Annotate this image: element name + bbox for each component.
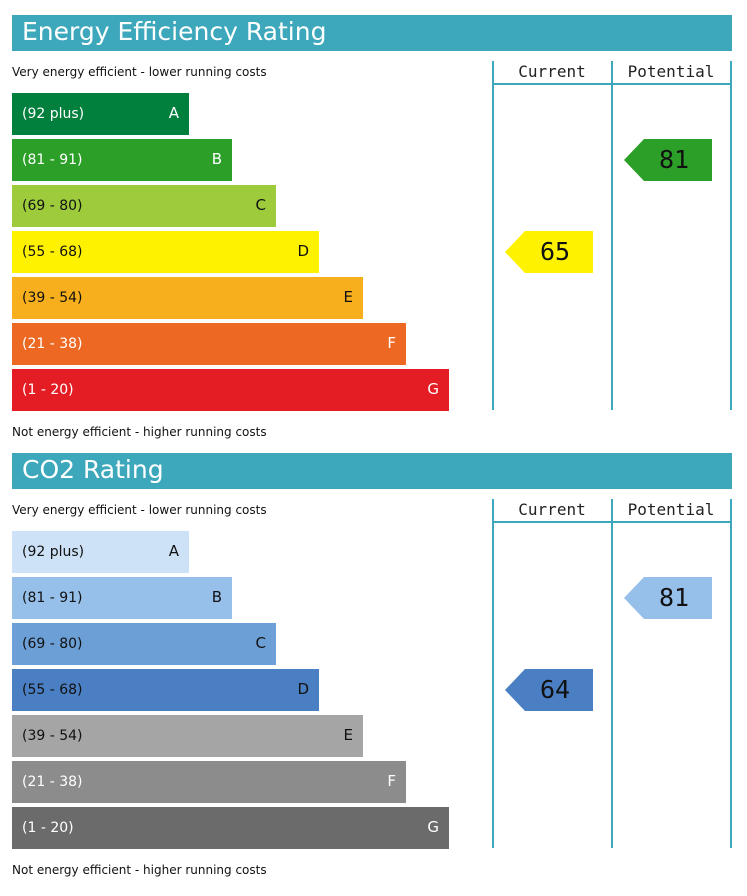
energy-band-d-range: (55 - 68): [22, 244, 83, 260]
energy-current-rating-value: 65: [539, 237, 571, 266]
co2-bottom-caption: Not energy efficient - higher running co…: [12, 863, 267, 877]
energy-efficiency-title: Energy Efficiency Rating: [22, 17, 327, 46]
energy-current-heading: Current: [518, 62, 586, 81]
co2-current-rating-arrow: 64: [505, 669, 593, 711]
co2-band-d: (55 - 68) D: [12, 669, 319, 711]
energy-column-divider-left: [492, 61, 494, 410]
co2-band-c: (69 - 80) C: [12, 623, 276, 665]
energy-band-e-range: (39 - 54): [22, 290, 83, 306]
energy-column-header-rule: [492, 83, 732, 85]
co2-band-c-range: (69 - 80): [22, 636, 83, 652]
energy-band-f-letter: F: [387, 334, 396, 352]
energy-band-a: (92 plus) A: [12, 93, 189, 135]
co2-column-divider-mid: [611, 499, 613, 848]
co2-band-g-letter: G: [427, 818, 439, 836]
energy-band-b: (81 - 91) B: [12, 139, 232, 181]
co2-band-c-letter: C: [255, 634, 266, 652]
co2-band-b-letter: B: [211, 588, 222, 606]
energy-band-e: (39 - 54) E: [12, 277, 363, 319]
co2-potential-rating-arrow: 81: [624, 577, 712, 619]
energy-efficiency-panel: Energy Efficiency Rating Very energy eff…: [12, 15, 732, 439]
energy-bottom-caption: Not energy efficient - higher running co…: [12, 425, 267, 439]
energy-top-caption: Very energy efficient - lower running co…: [12, 65, 267, 79]
co2-band-d-letter: D: [297, 680, 309, 698]
co2-band-f-range: (21 - 38): [22, 774, 83, 790]
co2-column-header-rule: [492, 521, 732, 523]
energy-column-divider-mid: [611, 61, 613, 410]
co2-column-divider-left: [492, 499, 494, 848]
co2-band-b-range: (81 - 91): [22, 590, 83, 606]
co2-band-d-range: (55 - 68): [22, 682, 83, 698]
energy-band-e-letter: E: [343, 288, 353, 306]
energy-band-a-letter: A: [168, 104, 179, 122]
energy-band-b-letter: B: [211, 150, 222, 168]
energy-potential-heading: Potential: [627, 62, 715, 81]
co2-current-rating-value: 64: [539, 675, 571, 704]
energy-band-d-letter: D: [297, 242, 309, 260]
energy-current-rating-arrow: 65: [505, 231, 593, 273]
energy-potential-rating-value: 81: [658, 145, 690, 174]
co2-rating-title: CO2 Rating: [22, 455, 164, 484]
energy-band-g-letter: G: [427, 380, 439, 398]
energy-band-f-range: (21 - 38): [22, 336, 83, 352]
energy-band-c-letter: C: [255, 196, 266, 214]
energy-band-c-range: (69 - 80): [22, 198, 83, 214]
co2-band-e: (39 - 54) E: [12, 715, 363, 757]
co2-rating-header: CO2 Rating: [12, 453, 732, 489]
co2-current-heading: Current: [518, 500, 586, 519]
energy-band-d: (55 - 68) D: [12, 231, 319, 273]
energy-band-a-range: (92 plus): [22, 106, 85, 122]
energy-column-divider-right: [730, 61, 732, 410]
energy-band-f: (21 - 38) F: [12, 323, 406, 365]
co2-potential-heading: Potential: [627, 500, 715, 519]
co2-band-f-letter: F: [387, 772, 396, 790]
co2-band-a: (92 plus) A: [12, 531, 189, 573]
co2-top-caption: Very energy efficient - lower running co…: [12, 503, 267, 517]
co2-band-g-range: (1 - 20): [22, 820, 74, 836]
co2-rating-panel: CO2 Rating Very energy efficient - lower…: [0, 438, 747, 886]
energy-band-c: (69 - 80) C: [12, 185, 276, 227]
co2-band-a-range: (92 plus): [22, 544, 85, 560]
co2-band-e-letter: E: [343, 726, 353, 744]
co2-band-a-letter: A: [168, 542, 179, 560]
energy-potential-rating-arrow: 81: [624, 139, 712, 181]
co2-potential-rating-value: 81: [658, 583, 690, 612]
energy-band-b-range: (81 - 91): [22, 152, 83, 168]
energy-band-g-range: (1 - 20): [22, 382, 74, 398]
co2-column-divider-right: [730, 499, 732, 848]
energy-efficiency-header: Energy Efficiency Rating: [12, 15, 732, 51]
co2-band-e-range: (39 - 54): [22, 728, 83, 744]
co2-band-b: (81 - 91) B: [12, 577, 232, 619]
energy-band-g: (1 - 20) G: [12, 369, 449, 411]
co2-band-f: (21 - 38) F: [12, 761, 406, 803]
co2-band-g: (1 - 20) G: [12, 807, 449, 849]
